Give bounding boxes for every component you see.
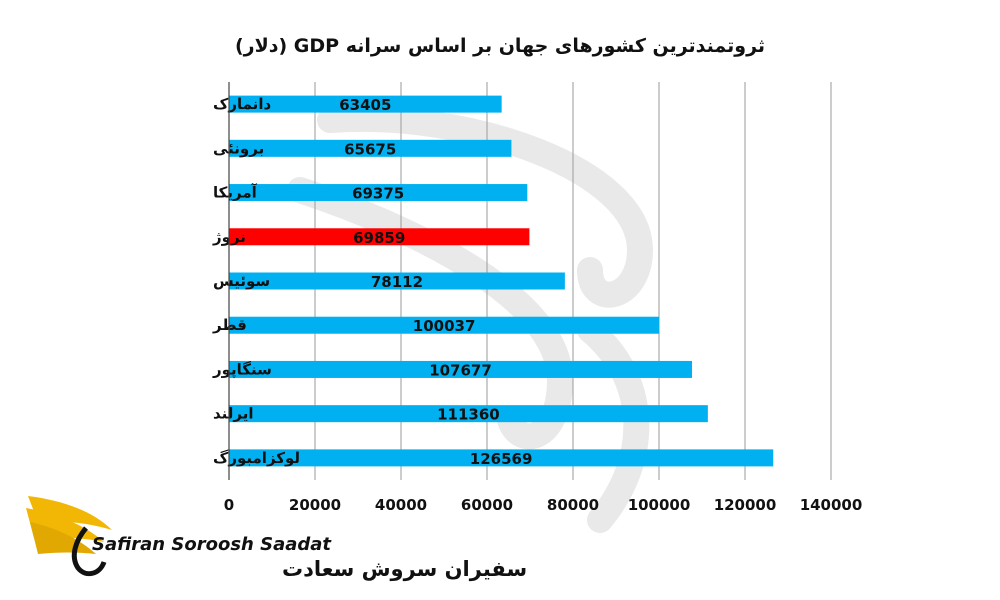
data-label: 63405 xyxy=(339,96,391,114)
x-tick-label: 60000 xyxy=(461,496,513,514)
bar xyxy=(229,184,528,202)
x-tick-label: 120000 xyxy=(714,496,777,514)
data-label: 69859 xyxy=(353,229,405,247)
bar xyxy=(229,272,565,290)
x-tick-label: 20000 xyxy=(289,496,341,514)
category-label: آمریکا xyxy=(213,184,258,202)
x-tick-label: 140000 xyxy=(800,496,863,514)
logo-text-persian: سفیران سروش سعادت xyxy=(282,557,527,581)
category-label: لوکزامبورگ xyxy=(213,449,300,467)
data-label: 107677 xyxy=(429,361,492,379)
data-label: 100037 xyxy=(413,317,476,335)
x-tick-labels: 0 20000 40000 60000 80000 100000 120000 140000 xyxy=(224,496,863,514)
data-label: 69375 xyxy=(352,185,404,203)
data-label: 78112 xyxy=(371,273,423,291)
category-label: دانمارک xyxy=(213,95,271,113)
bar xyxy=(229,228,530,246)
x-tick-label: 100000 xyxy=(628,496,691,514)
category-label: برونئی xyxy=(213,139,264,157)
data-label: 65675 xyxy=(344,140,396,158)
data-label: 126569 xyxy=(470,450,533,468)
x-tick-label: 80000 xyxy=(547,496,599,514)
bar xyxy=(229,139,512,157)
data-label: 111360 xyxy=(437,406,500,424)
category-label: ایرلند xyxy=(213,405,254,423)
category-label: سوئیس xyxy=(213,272,270,290)
bar xyxy=(229,405,708,423)
chart-title: ثروتمندترین کشورهای جهان بر اساس سرانه G… xyxy=(235,35,765,57)
bar xyxy=(229,449,774,467)
bars xyxy=(229,95,774,467)
swan-wing-icon xyxy=(26,496,112,577)
bar xyxy=(229,95,502,113)
x-tick-label: 40000 xyxy=(375,496,427,514)
x-tick-label: 0 xyxy=(224,496,234,514)
data-labels: 63405 65675 69375 69859 78112 100037 107677 111… xyxy=(339,96,532,468)
bar xyxy=(229,360,693,378)
category-label: سنگاپور xyxy=(212,360,272,379)
bar xyxy=(229,316,660,334)
company-logo: Safiran Soroosh Saadat سفیران سروش سعادت xyxy=(26,496,527,581)
logo-text-english: Safiran Soroosh Saadat xyxy=(92,534,332,555)
